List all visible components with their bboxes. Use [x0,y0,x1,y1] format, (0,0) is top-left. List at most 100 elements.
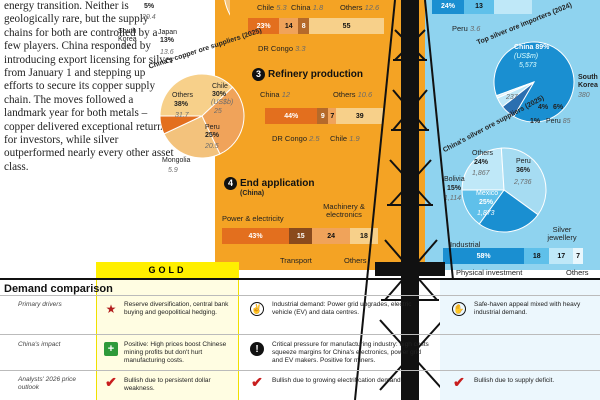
gold-column-header: GOLD [96,262,239,278]
pie-copper-slice-peru [163,115,221,159]
copper-china-impact: Critical pressure for manufacturing indu… [272,341,429,364]
cs-others-label: Others [172,92,194,99]
mining-chile-label: Chile [257,3,275,12]
pie-silver-slice-bolivia [461,189,505,225]
cs-peru-pct: 25% [205,132,220,139]
silver-importers-pie [493,41,575,123]
cs-others-val: 31.7 [175,112,189,119]
checkmark-icon: ✔ [251,373,263,390]
end-others-label: Others [344,256,367,265]
mining-drc-val: 3.3 [295,44,306,53]
cs-mongolia-label: Mongolia [162,157,191,164]
cs-chile-val: 25 [214,108,222,115]
intro-paragraph: energy transition. Neither is geological… [4,0,174,173]
pie-pct-label: 5% [144,3,155,10]
row-divider [0,334,600,335]
ref-drc-label: DR Congo [272,134,308,143]
power-label: Power & electricity [222,214,284,223]
silver-column [440,278,600,400]
bar-mining-segment-3: 55 [309,18,384,34]
refinery-title: Refinery production [268,69,364,80]
japan-val: 13.6 [160,49,174,56]
peace-hand-icon: ✌ [250,302,264,316]
bar-mining-segment-2: 8 [298,18,310,34]
machinery-label: Machinery & electronics [323,202,365,219]
mining-chile-val: 5.3 [276,3,287,12]
bar-mining-segment-1: 14 [279,18,299,34]
pie-val-label: 20.4 [142,14,156,21]
end-application-heading: 4 End application [224,177,314,190]
silver-drivers: Safe-haven appeal mixed with heavy indus… [474,301,581,316]
ss-peru-pct: 36% [516,167,531,174]
ss-others-pct: 24% [474,159,489,166]
copper-drivers: Industrial demand: Power grid upgrades, … [272,301,412,316]
cs-chile-label: Chile [212,83,228,90]
derrick-silhouette-icon [354,0,466,400]
use-physical-label: Physical investment [456,268,523,277]
end-application-sub: (China) [240,190,265,197]
imp-peru-val: 85 [562,118,571,125]
plus-icon: + [104,342,118,356]
bar-silver-use-segment-1: 18 [524,248,550,264]
bar-mining-segment-0: 23% [248,18,280,34]
ss-bolivia-val: 1,114 [444,195,461,202]
ss-mexico-val: 1,873 [477,210,495,217]
pie-copper-slice-others [159,73,234,117]
row-divider [0,370,600,371]
star-icon: ★ [105,302,117,316]
mining-china-val: 1.8 [312,3,324,12]
imp-china-val: 5,573 [519,62,537,69]
pie-units: (US$b) [183,4,206,11]
pie-copper-slice-mongolia [159,115,203,135]
japan-pct: 13% [160,37,175,44]
mining-drc-label: DR Congo [258,44,294,53]
row-divider [0,295,600,296]
copper-outlook: Bullish due to growing electrification d… [272,377,403,384]
cs-chile-pct: 30% [212,91,227,98]
ss-peru-val: 2,736 [514,179,532,186]
refinery-bar: 44% 9 7 39 [265,108,383,124]
silver-mining-bar: 24% 13 [432,0,532,14]
bar-end-segment-1: 15 [289,228,313,244]
imp-skorea-val: 380 [578,92,590,99]
cs-mongolia-val: 5.9 [168,167,178,174]
bar-refinery-segment-1: 9 [317,108,329,124]
ref-drc-val: 2.5 [309,134,320,143]
mining-others-label: Others [340,3,363,12]
silver-mining-seg-rest [494,0,532,14]
skorea-val: 5.1 [121,43,131,50]
shield-icon: ✋ [452,302,466,316]
pie-silver-slice-mexico [478,189,539,233]
row-label-china-impact: China's impact [18,341,61,348]
row-label-outlook: Analysts' 2026 price outlook [18,376,76,391]
cs-peru-label: Peru [205,124,220,131]
table-top-rule [0,278,600,280]
copper-suppliers-pie [159,73,245,159]
imp-others-val: 237 [506,94,518,101]
cs-chile-us: (US$b) [211,99,234,106]
bar-silver-use-segment-3: 7 [573,248,583,264]
bar-silver-use-segment-0: 58% [443,248,525,264]
silver-use-bar: 58% 18 17 7 [443,248,583,264]
bar-silver-use-segment-2: 17 [549,248,574,264]
end-application-title: End application [240,178,315,189]
japan-label: Japan [158,29,178,36]
gold-drivers: Reserve diversification, central bank bu… [124,301,229,316]
silver-outlook: Bullish due to supply deficit. [474,377,555,384]
skorea-label: South Korea [118,28,137,43]
imp-pct6: 6% [553,104,564,111]
row-label-drivers: Primary drivers [18,301,62,308]
imp-skorea-label: South Korea [578,74,598,89]
ss-mexico-pct: 25% [479,199,494,206]
imp-pct1: 1% [530,118,541,125]
pie-chile-val: 67.3 [185,14,199,21]
ss-peru-label: Peru [516,158,531,165]
bar-end-segment-2: 24 [312,228,350,244]
ss-others-val: 1,867 [472,170,490,177]
silver-mining-seg-24: 24% [432,0,464,14]
transport-label: Transport [280,256,312,265]
ss-bolivia-label: Bolivia [444,176,465,183]
ss-bolivia-pct: 15% [447,185,462,192]
ref-chile-val: 1.9 [349,134,360,143]
section-4-number: 4 [224,177,237,190]
